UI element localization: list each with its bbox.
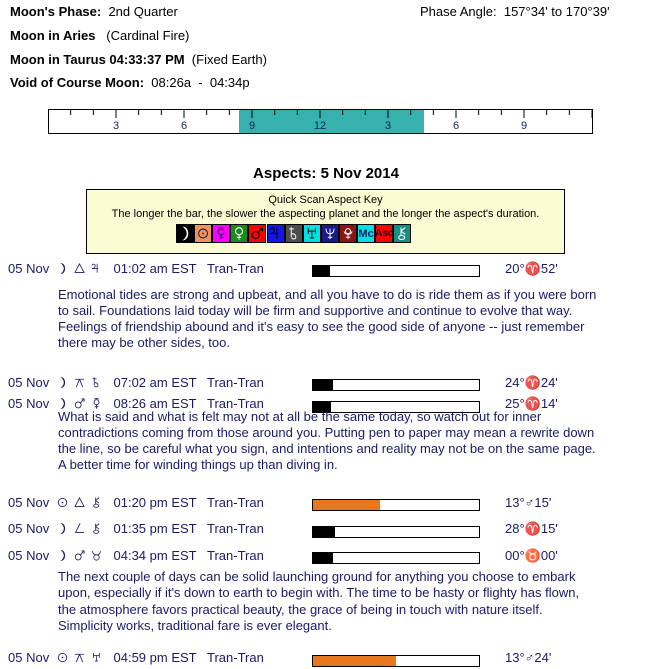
svg-text:9: 9 — [249, 120, 255, 132]
svg-text:6: 6 — [181, 120, 187, 132]
svg-text:9: 9 — [521, 120, 527, 132]
svg-text:3: 3 — [385, 120, 391, 132]
svg-text:12: 12 — [314, 120, 326, 132]
svg-text:3: 3 — [113, 120, 119, 132]
svg-text:6: 6 — [453, 120, 459, 132]
